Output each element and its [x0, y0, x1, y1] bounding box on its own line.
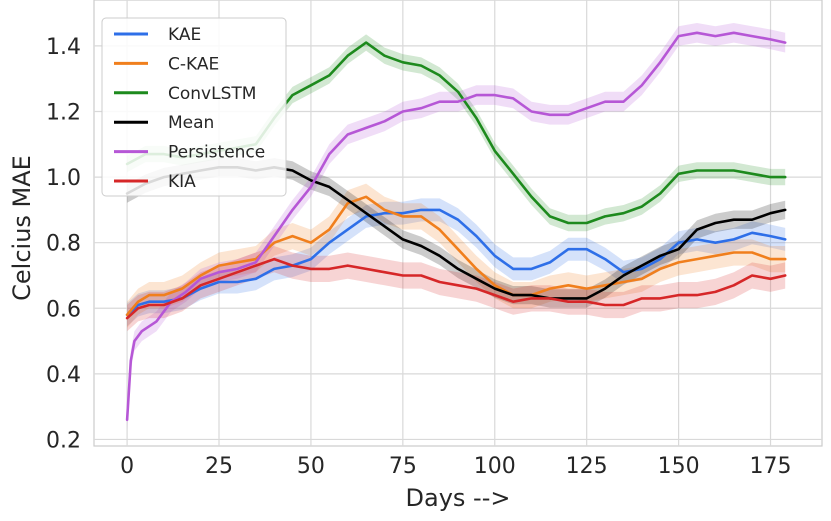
x-tick-label: 25 [205, 454, 233, 479]
legend-label-c-kae: C-KAE [168, 54, 219, 74]
x-tick-label: 175 [750, 454, 792, 479]
y-tick-label: 0.2 [46, 428, 81, 453]
legend-label-convlstm: ConvLSTM [168, 84, 256, 104]
y-tick-label: 0.6 [46, 297, 81, 322]
x-tick-label: 150 [658, 454, 700, 479]
y-tick-label: 1.2 [46, 101, 81, 126]
kia-band [127, 246, 786, 332]
x-tick-label: 0 [120, 454, 134, 479]
c-kae-line [125, 195, 787, 317]
x-tick-label: 125 [566, 454, 608, 479]
y-tick-label: 0.4 [46, 363, 81, 388]
x-tick-label: 75 [389, 454, 417, 479]
legend: KAE C-KAE ConvLSTM Mean Persistence KIA [101, 17, 287, 197]
kia-line [125, 257, 787, 320]
persistence-line [125, 31, 787, 422]
legend-label-mean: Mean [168, 113, 214, 133]
x-tick-label: 100 [474, 454, 516, 479]
y-tick-labels: 0.2 0.4 0.6 0.8 1.0 1.2 1.4 [46, 35, 81, 454]
y-axis-label: Celcius MAE [8, 155, 36, 301]
legend-label-kae: KAE [168, 25, 201, 45]
y-tick-label: 1.0 [46, 166, 81, 191]
kae-line [125, 208, 787, 317]
c-kae-band [127, 183, 786, 328]
y-tick-label: 1.4 [46, 35, 81, 60]
x-tick-label: 50 [297, 454, 325, 479]
x-tick-labels: 0 25 50 75 100 125 150 175 [120, 454, 791, 479]
y-tick-label: 0.8 [46, 232, 81, 257]
persistence-band [127, 23, 786, 430]
legend-label-kia: KIA [168, 172, 196, 192]
x-axis-label: Days --> [406, 484, 511, 512]
legend-label-persistence: Persistence [168, 143, 265, 163]
